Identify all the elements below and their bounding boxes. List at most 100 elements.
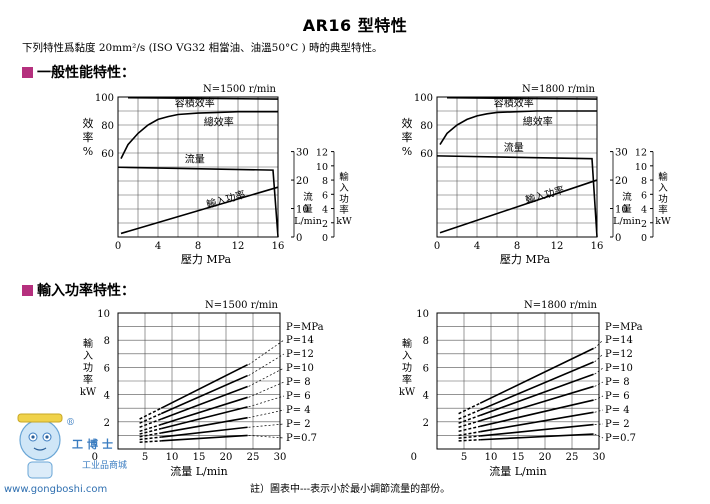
series-line-dashed — [458, 419, 481, 428]
series-line-dashed — [139, 436, 162, 441]
series-line — [479, 347, 594, 404]
flow-tick-label: 10 — [296, 205, 309, 216]
legend-leader — [248, 339, 285, 365]
series-line — [120, 110, 278, 159]
x-axis-label: 壓力 MPa — [500, 253, 551, 266]
input-power-chart-2: 5 10 15 20 25 30 2 4 6 8 10 0 N=1800 r/min 流量 L/min P=… — [411, 300, 643, 478]
x-tick-label: 10 — [485, 452, 498, 463]
efficiency-axis-label: 率 — [83, 130, 94, 144]
legend-item: P= 6 — [605, 391, 630, 402]
power-axis-label: kW — [655, 216, 671, 227]
y-tick-label: 80 — [101, 121, 114, 132]
performance-chart-1: 0 4 8 12 16 60 80 100 N=1500 r/min 壓力 MPa 0 10 20 30 0… — [95, 84, 335, 266]
y-tick-label: 4 — [423, 391, 429, 402]
legend-item: P=14 — [286, 335, 314, 346]
x-tick-label: 16 — [272, 241, 285, 252]
power-tick-label: 6 — [322, 190, 328, 201]
flow-axis-label: 量 — [303, 204, 313, 215]
legend-item: P= 8 — [286, 377, 311, 388]
legend-item: P=12 — [605, 349, 633, 360]
series-line-dashed — [458, 439, 481, 442]
power-tick-label: 4 — [322, 205, 328, 216]
series-label: 總效率 — [204, 116, 234, 129]
power-tick-label: 4 — [641, 205, 647, 216]
series-line-dashed — [458, 425, 481, 433]
series-line — [446, 96, 598, 100]
legend-leader — [594, 409, 604, 413]
power-tick-label: 8 — [322, 176, 328, 187]
legend-item: P=10 — [286, 363, 314, 374]
power-tick-label: 12 — [635, 148, 647, 159]
flow-tick-label: 20 — [615, 176, 628, 187]
series-line-dashed — [139, 423, 162, 433]
page-title: AR16 型特性 — [302, 16, 408, 35]
efficiency-axis-label: % — [402, 145, 412, 158]
flow-axis-label: 流 — [622, 191, 632, 203]
y-tick-label: 0 — [411, 452, 417, 463]
mascot-icon — [17, 413, 63, 479]
x-tick-label: 20 — [539, 452, 552, 463]
section-bullet-icon — [22, 284, 33, 296]
efficiency-axis-label: % — [83, 145, 93, 158]
x-tick-label: 4 — [155, 241, 161, 252]
plot-frame — [117, 96, 279, 238]
watermark-url: www.gongboshi.com — [4, 484, 108, 495]
power-axis-label: 輸 — [83, 337, 93, 350]
x-tick-label: 0 — [115, 241, 121, 252]
series-line — [480, 411, 594, 433]
series-line-dashed — [458, 414, 481, 424]
section-heading-general: 一般性能特性： — [22, 62, 135, 82]
input-power-chart-1: 5 10 15 20 25 30 2 4 6 8 10 0 N=1500 r/min 流量 L/min P=… — [92, 300, 324, 478]
y-tick-label: 80 — [420, 121, 433, 132]
legend-item: P=14 — [605, 335, 633, 346]
x-axis-label: 壓力 MPa — [181, 253, 232, 266]
flow-tick-label: 30 — [296, 148, 309, 159]
efficiency-axis-label: 效 — [402, 116, 413, 130]
legend-item: P=12 — [286, 349, 314, 360]
chart-subtitle: N=1800 r/min — [522, 84, 596, 95]
legend-item: P=10 — [605, 363, 633, 374]
series-line — [160, 385, 248, 420]
legend-leader — [594, 423, 604, 425]
x-tick-label: 25 — [566, 452, 579, 463]
section-bullet-icon — [22, 66, 33, 78]
x-tick-label: 20 — [220, 452, 233, 463]
power-axis-label: 率 — [339, 204, 349, 216]
efficiency-axis-label: 效 — [83, 116, 94, 130]
series-line — [436, 155, 598, 238]
power-axis-label: 入 — [83, 351, 93, 362]
series-line — [479, 361, 594, 411]
flow-tick-label: 20 — [296, 176, 309, 187]
series-line — [480, 423, 594, 437]
series-line-dashed — [458, 402, 481, 415]
y-tick-label: 100 — [414, 93, 433, 104]
legend-title: P=MPa — [605, 322, 643, 333]
x-tick-label: 5 — [142, 452, 148, 463]
flow-axis-label: 流 — [303, 191, 313, 203]
power-tick-label: 10 — [316, 162, 328, 173]
series-line-dashed — [139, 432, 162, 438]
power-axis-label: 輸 — [339, 171, 349, 183]
power-axis-label: 功 — [83, 362, 93, 374]
power-axis-label: 率 — [658, 204, 668, 216]
power-tick-label: 2 — [641, 219, 647, 230]
power-tick-label: 12 — [316, 148, 328, 159]
power-axis-label: kW — [399, 387, 416, 398]
legend-leader — [248, 381, 285, 398]
y-tick-label: 8 — [423, 336, 429, 347]
series-line — [161, 416, 248, 434]
legend-leader — [594, 381, 604, 387]
x-tick-label: 8 — [195, 241, 201, 252]
legend-leader — [248, 353, 285, 376]
series-line-dashed — [139, 418, 162, 428]
section-heading-power: 輸入功率特性： — [22, 280, 135, 300]
y-tick-label: 2 — [423, 418, 429, 429]
x-tick-label: 15 — [512, 452, 525, 463]
flow-tick-label: 0 — [615, 233, 621, 244]
series-line — [480, 433, 594, 441]
x-axis-label: 流量 L/min — [170, 464, 228, 478]
power-tick-label: 0 — [641, 233, 647, 244]
series-line-dashed — [458, 430, 481, 437]
series-line — [479, 385, 594, 422]
